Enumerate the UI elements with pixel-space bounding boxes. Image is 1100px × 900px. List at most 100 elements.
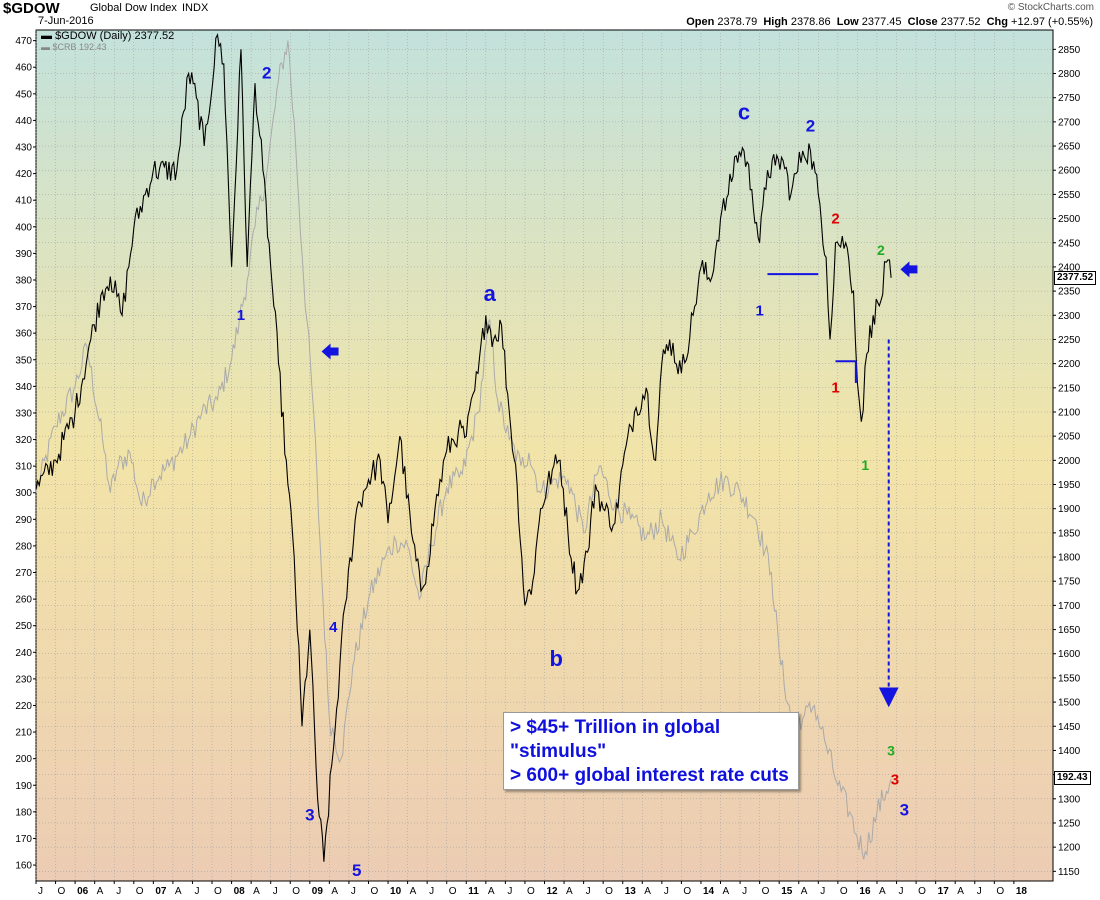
- right-tick-label: 2500: [1058, 214, 1081, 225]
- x-tick-label: A: [801, 886, 808, 897]
- x-tick-label: O: [996, 886, 1004, 897]
- right-tick-label: 2300: [1058, 311, 1081, 322]
- left-tick-label: 460: [15, 63, 32, 74]
- x-tick-label: A: [175, 886, 182, 897]
- left-tick-label: 350: [15, 355, 32, 366]
- right-tick-label: 2050: [1058, 432, 1081, 443]
- right-tick-label: 2400: [1058, 262, 1081, 273]
- x-tick-label: 10: [390, 886, 402, 897]
- drawn-lines: [321, 261, 918, 708]
- right-axis: 1150120012501300135014001450150015501600…: [1053, 45, 1081, 878]
- left-tick-label: 250: [15, 621, 32, 632]
- note-line-3: > 600+ global interest rate cuts: [510, 765, 789, 786]
- left-tick-label: 340: [15, 382, 32, 393]
- wave-label: 1: [755, 302, 763, 319]
- left-tick-label: 450: [15, 89, 32, 100]
- left-tick-label: 230: [15, 674, 32, 685]
- x-tick-label: A: [331, 886, 338, 897]
- x-tick-label: J: [429, 886, 434, 897]
- right-tick-label: 1500: [1058, 698, 1081, 709]
- chg-label: Chg: [986, 16, 1008, 28]
- left-tick-label: 190: [15, 781, 32, 792]
- left-tick-label: 400: [15, 222, 32, 233]
- note-line-2: "stimulus": [510, 741, 607, 762]
- high-value: 2378.86: [790, 16, 831, 28]
- right-tick-label: 1150: [1058, 867, 1080, 878]
- right-tick-label: 2550: [1058, 190, 1081, 201]
- exchange-label: INDX: [182, 2, 209, 14]
- left-tick-label: 170: [15, 834, 32, 845]
- x-tick-label: O: [918, 886, 926, 897]
- symbol-description: Global Dow Index: [90, 2, 177, 14]
- chart-date: 7-Jun-2016: [38, 15, 94, 27]
- x-tick-label: O: [136, 886, 144, 897]
- left-tick-label: 330: [15, 408, 32, 419]
- stockcharts-logo: © StockCharts.com: [1007, 2, 1094, 13]
- note-line-1: > $45+ Trillion in global: [510, 717, 721, 738]
- wave-label: 3: [305, 806, 314, 825]
- x-tick-label: O: [605, 886, 613, 897]
- left-tick-label: 270: [15, 568, 32, 579]
- right-tick-label: 1950: [1058, 480, 1081, 491]
- x-tick-label: J: [977, 886, 982, 897]
- left-tick-label: 180: [15, 807, 32, 818]
- right-tick-label: 1700: [1058, 601, 1081, 612]
- right-tick-label: 1250: [1058, 818, 1081, 829]
- x-tick-label: J: [820, 886, 825, 897]
- right-tick-label: 2850: [1058, 45, 1081, 56]
- right-tick-label: 1400: [1058, 746, 1081, 757]
- x-tick-label: A: [410, 886, 417, 897]
- gdow-line: [35, 32, 892, 862]
- x-tick-label: A: [644, 886, 651, 897]
- x-tick-label: A: [723, 886, 730, 897]
- wave-label: 3: [900, 801, 909, 820]
- x-tick-label: 16: [859, 886, 871, 897]
- wave-label: 2: [877, 242, 885, 258]
- right-tick-label: 2200: [1058, 359, 1081, 370]
- x-tick-label: O: [527, 886, 535, 897]
- series-group: [35, 32, 892, 862]
- right-tick-label: 2100: [1058, 407, 1081, 418]
- right-tick-label: 1550: [1058, 673, 1081, 684]
- right-tick-label: 1750: [1058, 577, 1081, 588]
- symbol-title: $GDOW: [3, 0, 60, 17]
- left-arrow-icon: [900, 261, 918, 278]
- left-tick-label: 380: [15, 275, 32, 286]
- right-tick-label: 1600: [1058, 649, 1081, 660]
- x-tick-label: J: [194, 886, 199, 897]
- left-arrow-icon: [321, 343, 339, 360]
- x-tick-label: A: [566, 886, 573, 897]
- wave-label: 1: [831, 380, 839, 397]
- x-tick-label: J: [38, 886, 43, 897]
- right-tick-label: 1650: [1058, 625, 1081, 636]
- legend-main-text: $GDOW (Daily) 2377.52: [55, 30, 175, 42]
- chart-legend: ▬ $GDOW (Daily) 2377.52 ▬ $CRB 192.43: [41, 31, 174, 53]
- open-value: 2378.79: [717, 16, 758, 28]
- left-tick-label: 160: [15, 861, 32, 872]
- x-tick-label: O: [370, 886, 378, 897]
- right-tick-label: 1850: [1058, 528, 1081, 539]
- x-tick-label: 11: [468, 886, 479, 897]
- x-tick-label: J: [351, 886, 356, 897]
- left-tick-label: 210: [15, 728, 32, 739]
- x-tick-label: J: [586, 886, 591, 897]
- last-price-tag: 2377.52: [1054, 271, 1097, 285]
- left-tick-label: 390: [15, 249, 32, 260]
- left-tick-label: 370: [15, 302, 32, 313]
- x-tick-label: O: [449, 886, 457, 897]
- x-tick-label: 07: [155, 886, 167, 897]
- left-tick-label: 290: [15, 515, 32, 526]
- x-tick-label: J: [507, 886, 512, 897]
- x-axis: J O 06 A J O 07 A J O 08 A J O 09 A J O 10 A J O 11 A J O 12 A J O 13 A…: [35, 881, 1027, 897]
- right-tick-label: 2350: [1058, 287, 1081, 298]
- legend-overlay-text: $CRB 192.43: [52, 42, 107, 52]
- right-tick-label: 1300: [1058, 794, 1081, 805]
- stimulus-note: > $45+ Trillion in global "stimulus" > 6…: [503, 712, 799, 790]
- low-value: 2377.45: [861, 16, 902, 28]
- right-tick-label: 2600: [1058, 166, 1081, 177]
- open-label: Open: [686, 16, 715, 28]
- wave-label: a: [484, 281, 497, 306]
- right-tick-label: 1800: [1058, 553, 1081, 564]
- x-tick-label: J: [116, 886, 121, 897]
- left-tick-label: 220: [15, 701, 32, 712]
